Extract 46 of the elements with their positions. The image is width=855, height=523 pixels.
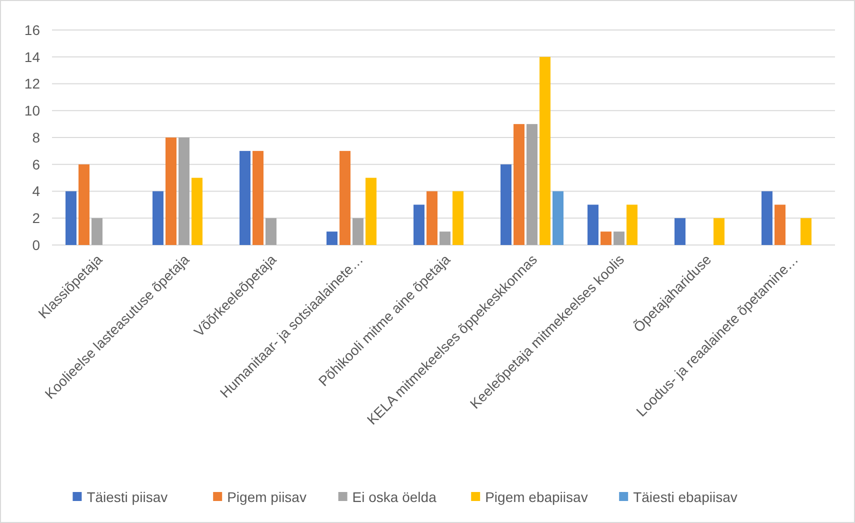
legend-label: Täiesti piisav (86, 488, 168, 505)
bar (92, 218, 102, 245)
bar (440, 232, 450, 245)
bar (714, 218, 724, 245)
y-tick-label: 6 (32, 156, 40, 172)
y-tick-label: 0 (32, 236, 40, 253)
bar (366, 178, 376, 245)
bar (514, 124, 524, 245)
bar (252, 150, 264, 245)
bar (178, 138, 190, 245)
bar (426, 191, 438, 245)
y-tick-label: 12 (24, 76, 40, 92)
bar (452, 191, 464, 245)
bar (600, 232, 612, 245)
bar (762, 191, 772, 245)
bar (66, 191, 76, 245)
y-tick-label: 14 (24, 48, 40, 65)
bar (414, 204, 424, 245)
bar (266, 218, 276, 245)
bar (240, 150, 250, 245)
y-tick-label: 8 (32, 129, 40, 146)
y-tick-label: 2 (32, 210, 40, 226)
bar (774, 204, 786, 245)
legend-label: Täiesti ebapiisav (633, 488, 738, 505)
bar (800, 218, 812, 245)
bar (152, 191, 164, 245)
y-tick-label: 16 (24, 22, 40, 38)
bar (540, 56, 550, 245)
bar (192, 178, 202, 245)
bar (166, 138, 176, 245)
legend-label: Pigem piisav (227, 488, 306, 505)
bar (340, 150, 350, 245)
bar (552, 191, 564, 245)
bar (674, 218, 686, 245)
y-tick-label: 10 (24, 102, 40, 119)
bar (626, 204, 638, 245)
legend-label: Ei oska öelda (352, 488, 437, 505)
bar (526, 124, 538, 245)
bar (78, 164, 90, 245)
bar (500, 164, 512, 245)
bar (588, 204, 598, 245)
bar (614, 232, 624, 245)
bar (352, 218, 364, 245)
bar (326, 232, 338, 245)
legend-label: Pigem ebapiisav (485, 488, 588, 505)
y-tick-label: 4 (32, 183, 40, 200)
